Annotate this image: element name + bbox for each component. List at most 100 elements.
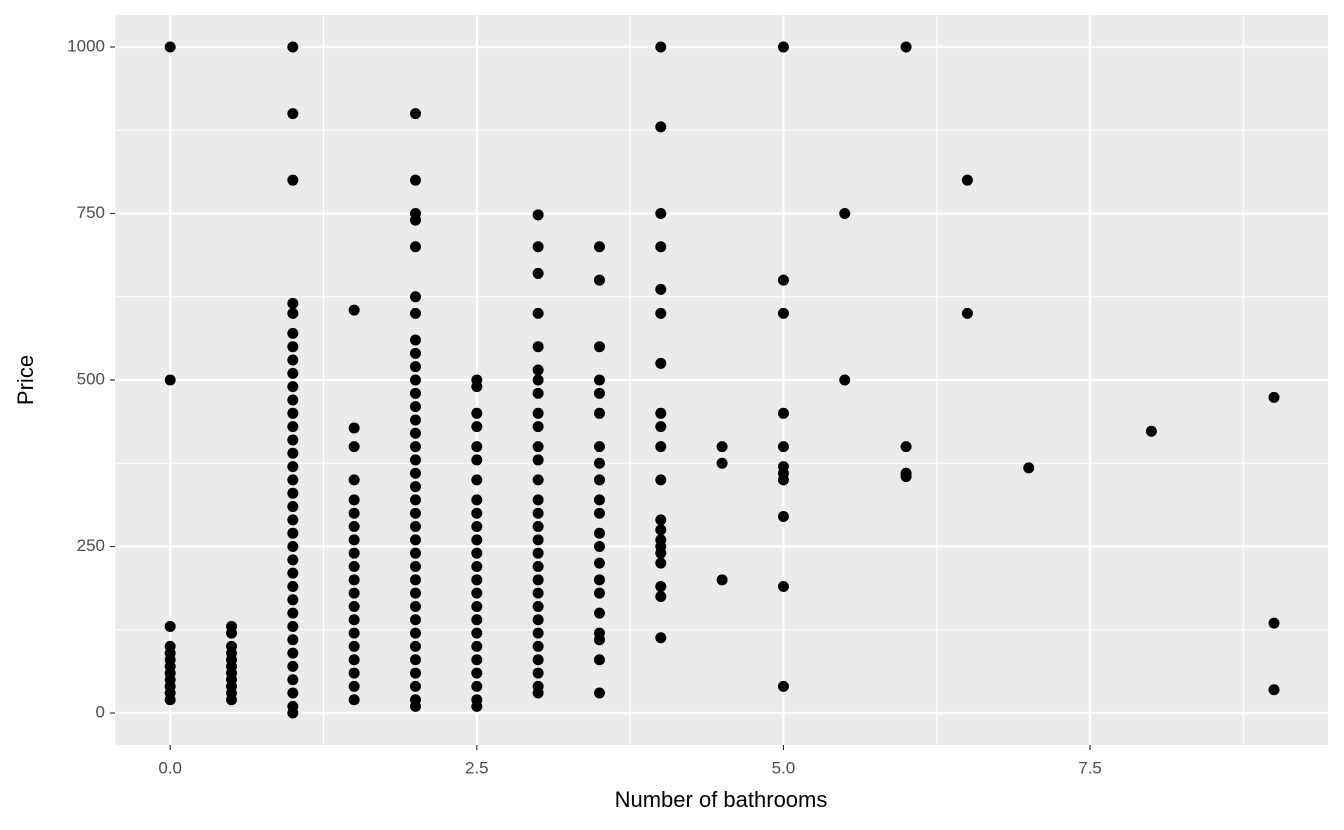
point	[532, 640, 544, 652]
point	[532, 374, 544, 386]
point	[287, 381, 299, 393]
x-tick-label: 7.5	[1078, 758, 1102, 777]
point	[471, 667, 483, 679]
point	[655, 407, 667, 419]
point	[409, 560, 421, 572]
point	[471, 474, 483, 486]
point	[287, 367, 299, 379]
point	[409, 467, 421, 479]
point	[348, 640, 360, 652]
point	[655, 41, 667, 53]
point	[164, 374, 176, 386]
point	[961, 174, 973, 186]
point	[532, 560, 544, 572]
point	[348, 422, 360, 434]
point	[409, 241, 421, 253]
point	[655, 474, 667, 486]
point	[655, 632, 667, 644]
point	[348, 667, 360, 679]
point	[409, 640, 421, 652]
point	[900, 441, 912, 453]
point	[655, 241, 667, 253]
point	[471, 534, 483, 546]
point	[409, 587, 421, 599]
point	[348, 614, 360, 626]
point	[409, 214, 421, 226]
point	[471, 700, 483, 712]
point	[777, 441, 789, 453]
point	[777, 41, 789, 53]
point	[471, 560, 483, 572]
point	[287, 474, 299, 486]
point	[532, 587, 544, 599]
point	[287, 607, 299, 619]
point	[471, 407, 483, 419]
point	[409, 441, 421, 453]
point	[532, 667, 544, 679]
point	[593, 374, 605, 386]
point	[348, 587, 360, 599]
point	[409, 108, 421, 120]
x-axis-title: Number of bathrooms	[615, 787, 828, 812]
point	[655, 421, 667, 433]
point	[777, 580, 789, 592]
point	[593, 607, 605, 619]
point	[532, 241, 544, 253]
point	[287, 341, 299, 353]
point	[777, 680, 789, 692]
point	[593, 557, 605, 569]
point	[348, 600, 360, 612]
point	[348, 574, 360, 586]
point	[348, 627, 360, 639]
point	[287, 327, 299, 339]
point	[593, 241, 605, 253]
y-tick-label: 250	[77, 536, 105, 555]
point	[532, 687, 544, 699]
point	[593, 507, 605, 519]
point	[287, 174, 299, 186]
point	[409, 387, 421, 399]
point	[287, 647, 299, 659]
point	[471, 547, 483, 559]
point	[532, 574, 544, 586]
point	[409, 291, 421, 303]
point	[655, 207, 667, 219]
point	[655, 514, 667, 526]
point	[593, 274, 605, 286]
y-tick-label: 750	[77, 203, 105, 222]
point	[409, 614, 421, 626]
point	[593, 654, 605, 666]
point	[593, 457, 605, 469]
point	[593, 387, 605, 399]
point	[226, 627, 238, 639]
point	[532, 364, 544, 376]
point	[287, 580, 299, 592]
y-tick-label: 0	[96, 703, 105, 722]
point	[409, 534, 421, 546]
point	[348, 474, 360, 486]
point	[532, 614, 544, 626]
point	[287, 394, 299, 406]
point	[409, 700, 421, 712]
point	[777, 511, 789, 523]
point	[287, 687, 299, 699]
point	[348, 534, 360, 546]
point	[1268, 684, 1280, 696]
point	[348, 304, 360, 316]
point	[532, 654, 544, 666]
point	[348, 441, 360, 453]
point	[471, 600, 483, 612]
point	[532, 534, 544, 546]
point	[655, 283, 667, 295]
point	[471, 654, 483, 666]
point	[777, 407, 789, 419]
point	[287, 461, 299, 473]
point	[409, 507, 421, 519]
point	[348, 494, 360, 506]
point	[471, 521, 483, 533]
point	[532, 454, 544, 466]
point	[471, 614, 483, 626]
point	[532, 441, 544, 453]
